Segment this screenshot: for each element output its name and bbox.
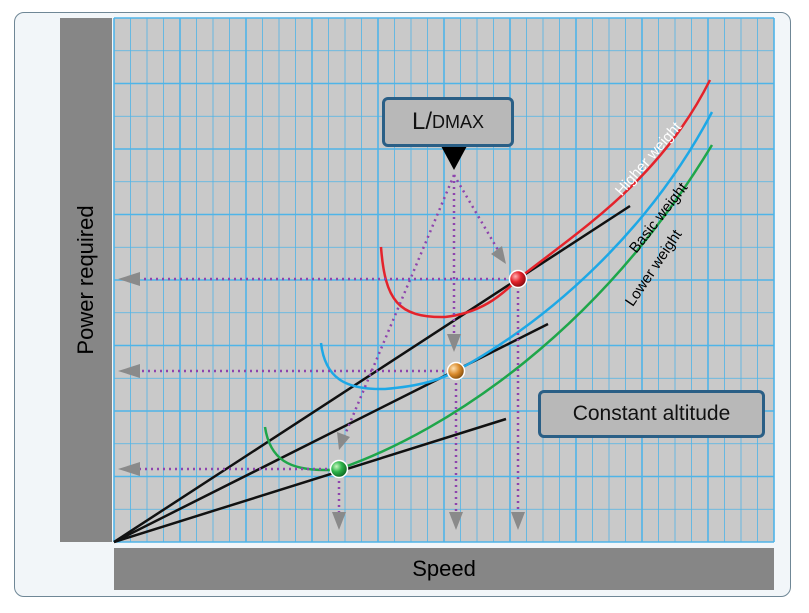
x-axis-label-bar (114, 548, 774, 590)
arrow-to-higher-point (491, 246, 506, 264)
y-axis-label-bar (60, 18, 112, 542)
arrow-to-basic-point (447, 334, 461, 352)
basic-weight-ldmax-point (446, 361, 466, 381)
higher-weight-tangent-line (113, 204, 631, 544)
ldmax-label: L/ (411, 108, 432, 135)
constant-altitude-callout: Constant altitude (538, 390, 765, 438)
ldmax-pointer-icon (441, 146, 467, 170)
arrow-to-lower-point (337, 432, 350, 450)
arrow-lower-down (332, 512, 346, 530)
higher-weight-curve (379, 79, 712, 319)
x-axis-label: Speed (412, 556, 476, 581)
lower-weight-ldmax-point (329, 459, 349, 479)
guide-ldmax-to-higher (452, 174, 500, 251)
arrowheads (118, 246, 525, 530)
arrow-higher-left (118, 272, 140, 286)
ldmax-subscript: DMAX (432, 111, 485, 132)
arrow-higher-down (511, 512, 525, 530)
arrow-basic-down (449, 512, 463, 530)
arrow-lower-left (118, 462, 140, 476)
arrow-basic-left (118, 364, 140, 378)
lower-weight-tangent-line (113, 417, 507, 544)
higher-weight-ldmax-point (508, 269, 528, 289)
ldmax-callout: L/DMAX (382, 97, 514, 147)
